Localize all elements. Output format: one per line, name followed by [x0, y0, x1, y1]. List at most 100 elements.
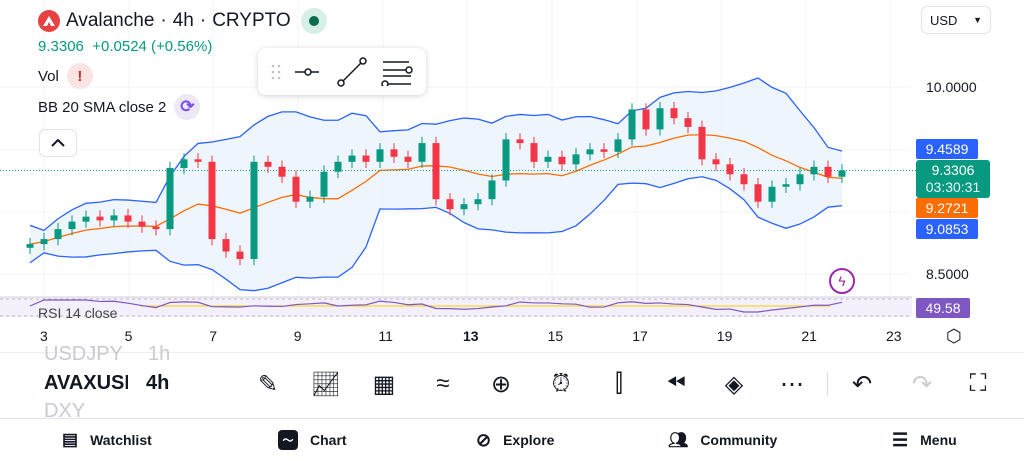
- candle-body: [740, 174, 748, 185]
- redo-icon[interactable]: ↷: [911, 370, 933, 398]
- bb-lower-line: [29, 176, 843, 292]
- rsi-background: [0, 297, 912, 317]
- candle-body: [404, 156, 412, 162]
- candle-body: [180, 159, 188, 169]
- collapse-legend-button[interactable]: [39, 129, 77, 157]
- trend-icon[interactable]: ≈: [436, 370, 450, 397]
- date-tick: 23: [886, 328, 902, 344]
- candle-body: [516, 139, 524, 144]
- candle-body: [40, 239, 48, 245]
- menu-icon: ☰: [892, 429, 909, 450]
- watch-prev[interactable]: USDJPY 1h: [44, 343, 171, 365]
- candle-body: [502, 139, 510, 181]
- indicators-icon[interactable]: 📈︎: [310, 370, 342, 398]
- tab-watchlist[interactable]: ▤ Watchlist: [62, 430, 152, 449]
- compass-icon: ⊘: [476, 429, 492, 450]
- watchlist-icon: ▤: [62, 430, 79, 449]
- candle-body: [110, 215, 118, 221]
- candle-body: [446, 199, 454, 210]
- candle-body: [824, 166, 832, 177]
- layouts-icon[interactable]: ▦: [372, 370, 396, 398]
- candle-body: [166, 168, 174, 230]
- alert-clock-icon[interactable]: ⏰︎: [551, 370, 571, 397]
- drag-handle-icon[interactable]: [271, 63, 281, 81]
- candle-body: [474, 199, 482, 205]
- watch-next[interactable]: DXY1D: [44, 400, 86, 418]
- market-open-icon[interactable]: [300, 8, 327, 34]
- candle-body: [586, 149, 594, 155]
- date-tick: 13: [463, 328, 479, 344]
- candle-body: [376, 149, 384, 162]
- candle-body: [68, 221, 76, 230]
- drawing-toolbar: [258, 48, 426, 95]
- date-tick: 17: [632, 328, 648, 344]
- candle-body: [656, 108, 664, 130]
- last-price-tag: 9.3306 03:30:31: [916, 160, 990, 198]
- tab-chart[interactable]: 〜 Chart: [278, 430, 347, 450]
- candle-body: [614, 139, 622, 152]
- trend-line-icon[interactable]: [337, 56, 367, 87]
- price-chart[interactable]: [0, 0, 1024, 352]
- tab-menu[interactable]: ☰ Menu: [892, 429, 957, 450]
- avalanche-logo-icon: [38, 10, 60, 32]
- tab-explore[interactable]: ⊘ Explore: [476, 429, 555, 450]
- date-tick: 21: [801, 328, 817, 344]
- price-readout: 9.3306 +0.0524 (+0.56%): [38, 38, 213, 55]
- warning-icon[interactable]: !: [66, 63, 93, 89]
- parallel-channel-icon[interactable]: [381, 58, 413, 86]
- bottom-nav: ▤ Watchlist 〜 Chart ⊘ Explore 👥︎ Community ☰…: [0, 418, 1024, 461]
- add-icon[interactable]: ⊕: [490, 370, 512, 398]
- date-tick: 5: [124, 328, 133, 344]
- watch-current-tf[interactable]: 4h: [146, 372, 170, 394]
- candle-body: [278, 166, 286, 177]
- candle-body: [782, 184, 790, 187]
- replay-icon[interactable]: ⏪︎: [666, 370, 686, 397]
- candle-body: [418, 143, 426, 162]
- currency-select[interactable]: USD ▼: [921, 6, 991, 34]
- exchange: CRYPTO: [212, 10, 291, 31]
- bb-upper-tag: 9.4589: [916, 139, 978, 159]
- candle-body: [348, 155, 356, 162]
- refresh-icon[interactable]: ⟳: [174, 94, 201, 120]
- candle-body: [432, 143, 440, 200]
- fullscreen-icon[interactable]: ⛶: [969, 370, 987, 397]
- lightning-icon[interactable]: ϟ: [829, 268, 855, 294]
- candle-body: [236, 251, 244, 260]
- date-tick: 9: [293, 328, 302, 344]
- candle-body: [810, 166, 818, 175]
- candle-body: [96, 216, 104, 221]
- date-tick: 7: [209, 328, 217, 344]
- candle-body: [124, 215, 132, 222]
- candle-body: [264, 161, 272, 167]
- candle-body: [26, 244, 34, 248]
- community-icon: 👥︎: [668, 432, 689, 449]
- candle-body: [306, 196, 314, 202]
- horizontal-line-icon[interactable]: [295, 66, 323, 78]
- candle-body: [544, 156, 552, 162]
- candle-body: [320, 171, 328, 197]
- candles-icon[interactable]: ⫿: [615, 370, 623, 397]
- pencil-icon[interactable]: ✎: [257, 370, 279, 398]
- settings-hex-icon[interactable]: ⬡: [946, 326, 962, 346]
- indicator-vol[interactable]: Vol!: [38, 63, 93, 89]
- candle-body: [768, 186, 776, 202]
- chart-icon: 〜: [278, 430, 298, 450]
- date-tick: 3: [40, 328, 48, 344]
- candle-body: [530, 143, 538, 162]
- more-icon[interactable]: ⋯: [780, 370, 804, 398]
- candle-body: [670, 108, 678, 119]
- divider: [0, 352, 1024, 353]
- candle-body: [796, 174, 804, 185]
- candle-body: [138, 221, 146, 227]
- candle-body: [726, 164, 734, 175]
- watch-current[interactable]: AVAXUSD: [44, 372, 128, 394]
- undo-icon[interactable]: ↶: [851, 370, 873, 398]
- candle-body: [152, 226, 160, 230]
- axis-label-top: 10.0000: [926, 79, 977, 95]
- symbol-title[interactable]: Avalanche · 4h · CRYPTO: [38, 8, 327, 34]
- layers-icon[interactable]: ◈: [724, 370, 744, 398]
- rsi-tag: 49.58: [916, 298, 970, 318]
- bb-basis-tag: 9.2721: [916, 198, 978, 218]
- indicator-bb[interactable]: BB 20 SMA close 2 ⟳: [38, 94, 201, 120]
- tab-community[interactable]: 👥︎ Community: [668, 432, 778, 449]
